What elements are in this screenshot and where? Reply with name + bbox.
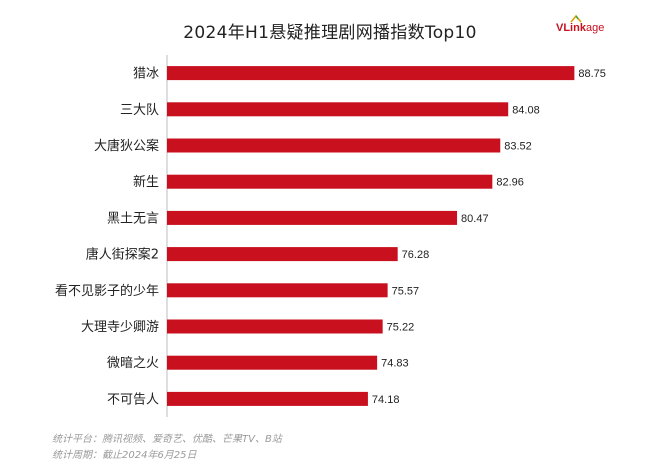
- logo-text-main: VLink: [556, 22, 586, 34]
- value-label: 75.57: [392, 285, 420, 297]
- category-label: 大唐狄公案: [94, 138, 159, 154]
- bar: [167, 66, 575, 81]
- value-label: 82.96: [496, 177, 524, 189]
- value-label: 75.22: [387, 322, 415, 334]
- category-label: 三大队: [120, 103, 159, 118]
- value-label: 74.83: [381, 358, 409, 370]
- bar: [167, 102, 509, 117]
- bar: [167, 319, 383, 334]
- category-label: 新生: [133, 174, 159, 190]
- value-label: 74.18: [372, 394, 400, 406]
- chart-title: 2024年H1悬疑推理剧网播指数Top10: [183, 23, 477, 43]
- footer-period: 统计周期：截止2024年6月25日: [52, 450, 197, 461]
- logo-text-tail: age: [585, 22, 605, 34]
- value-label: 80.47: [461, 213, 489, 225]
- category-label: 猎冰: [133, 67, 159, 82]
- value-label: 83.52: [504, 141, 532, 153]
- category-label: 大理寺少卿游: [81, 320, 159, 335]
- bar: [167, 283, 388, 298]
- bar: [167, 247, 398, 262]
- category-label: 唐人街探案2: [86, 247, 159, 263]
- vlinkage-logo: VLinkage: [556, 14, 605, 34]
- category-label: 看不见影子的少年: [55, 283, 159, 299]
- value-label: 76.28: [402, 249, 430, 261]
- bar: [167, 391, 368, 406]
- category-label: 不可告人: [107, 392, 159, 407]
- footer-platforms: 统计平台：腾讯视频、爱奇艺、优酷、芒果TV、B站: [52, 434, 282, 445]
- bar: [167, 210, 458, 225]
- bar: [167, 138, 501, 153]
- value-label: 88.75: [578, 68, 606, 80]
- category-label: 微暗之火: [107, 356, 159, 371]
- category-label: 黑土无言: [107, 211, 159, 226]
- logo-house-icon: [570, 14, 582, 23]
- bar: [167, 174, 493, 189]
- bar: [167, 355, 378, 370]
- value-label: 84.08: [512, 104, 540, 116]
